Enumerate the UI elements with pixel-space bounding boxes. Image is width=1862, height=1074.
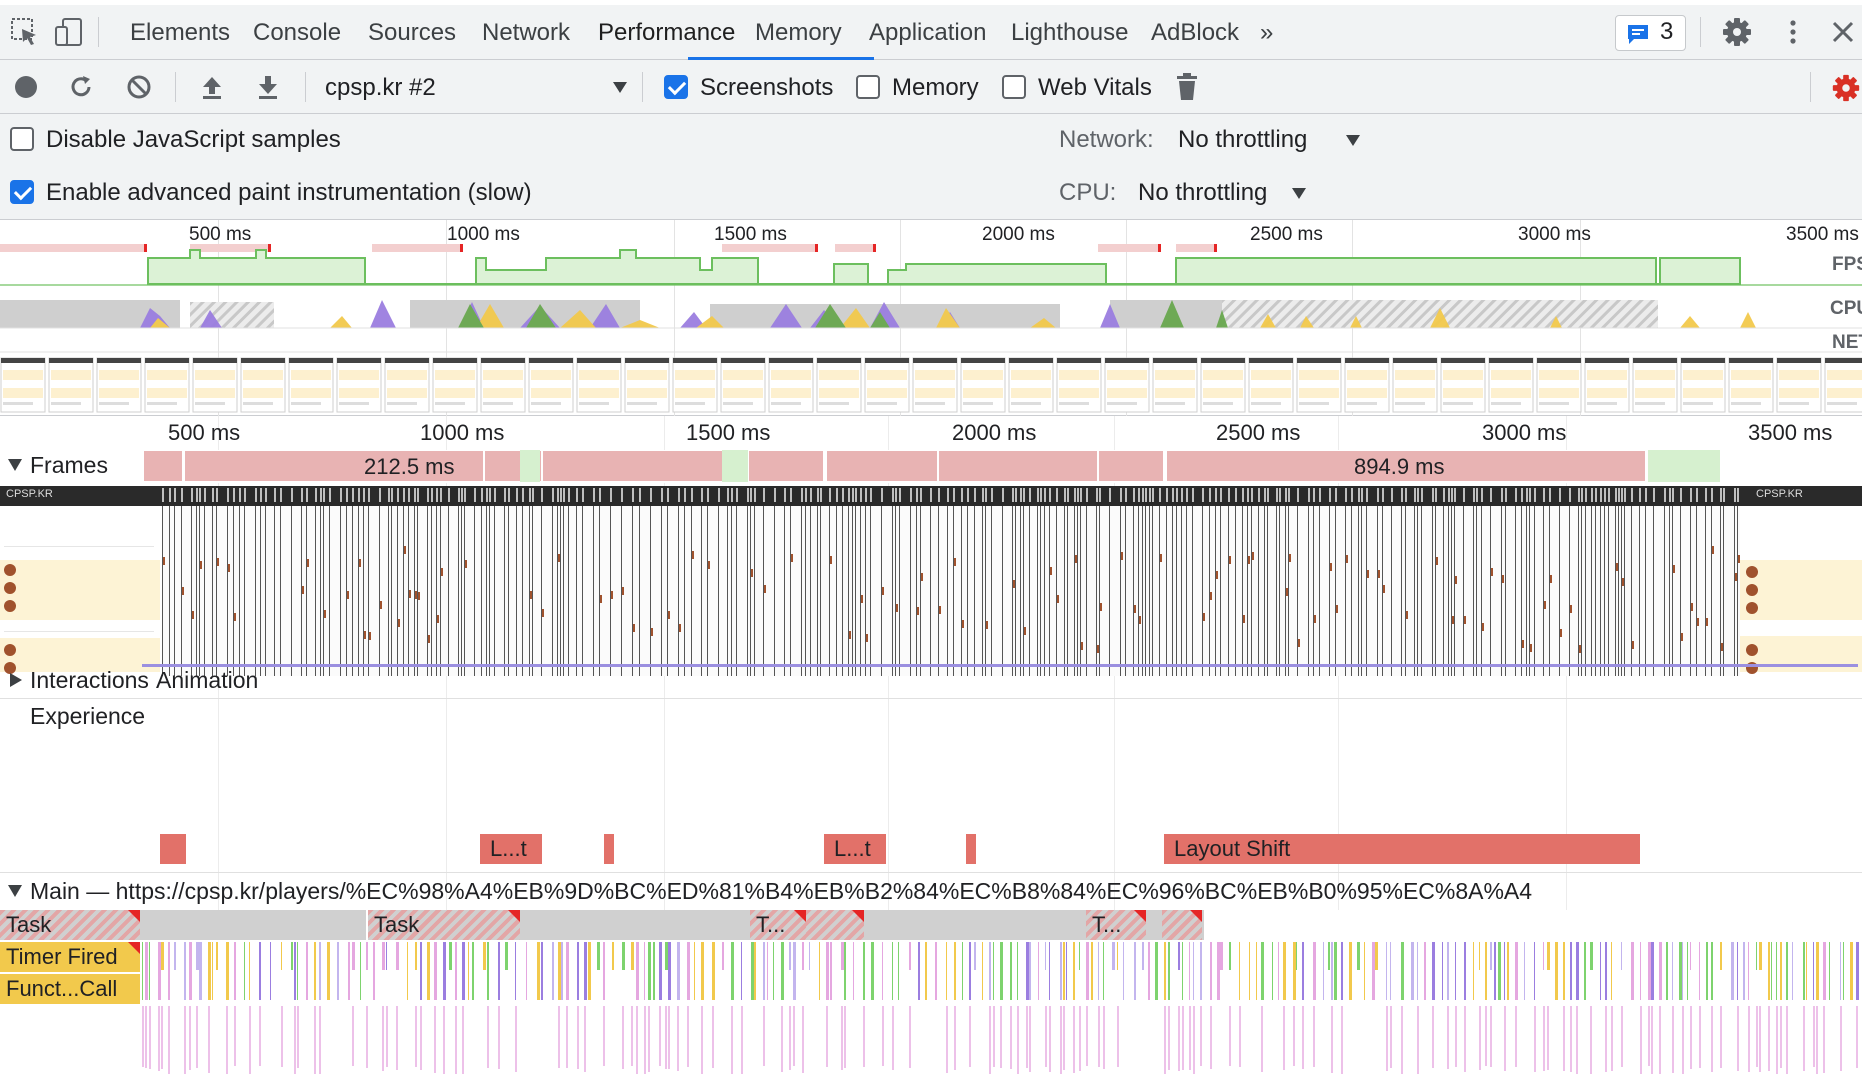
animation-track-label[interactable]: Animation — [156, 667, 259, 693]
main-flamechart[interactable] — [0, 910, 1862, 1074]
overview-tick: 1500 ms — [714, 224, 787, 245]
more-tabs-button[interactable]: » — [1260, 19, 1274, 46]
disable-js-samples-checkbox[interactable] — [10, 127, 34, 151]
performance-toolbar: cpsp.kr #2 Screenshots Memory Web Vitals — [0, 60, 1862, 114]
timeline-flamechart[interactable]: 500 ms 1000 ms 1500 ms 2000 ms 2500 ms 3… — [0, 416, 1862, 1074]
chat-icon — [1628, 25, 1648, 44]
overview-tick: 500 ms — [189, 224, 252, 245]
tab-application[interactable]: Application — [869, 19, 987, 46]
long-task-bar[interactable] — [1162, 910, 1202, 940]
overview-graphs — [0, 244, 1862, 413]
long-task-bar[interactable]: T... — [750, 910, 806, 940]
profile-select-arrow-icon[interactable] — [613, 82, 627, 93]
fps-track-label: FPS — [1832, 254, 1862, 275]
overview-tick: 2500 ms — [1250, 224, 1323, 245]
tab-console[interactable]: Console — [253, 19, 342, 46]
layout-shift-marker[interactable]: L...t — [480, 834, 542, 864]
long-task-bar[interactable]: Task — [368, 910, 520, 940]
capture-settings-gear-icon[interactable] — [1830, 72, 1862, 104]
timeline-tick: 3500 ms — [1748, 420, 1833, 445]
frame-screenshots — [0, 486, 1862, 676]
cpu-select-arrow-icon[interactable] — [1292, 188, 1306, 199]
reload-record-icon[interactable] — [67, 73, 95, 101]
timer-fired-event[interactable]: Timer Fired — [0, 942, 140, 972]
timeline-overview[interactable]: 500 ms 1000 ms 1500 ms 2000 ms 2500 ms 3… — [0, 220, 1862, 416]
interactions-track-label[interactable]: Interactions — [30, 667, 149, 693]
timeline-tick: 1500 ms — [686, 420, 771, 445]
network-throttle-select[interactable]: No throttling — [1178, 126, 1308, 153]
timeline-tick: 1000 ms — [420, 420, 505, 445]
more-options-icon[interactable] — [1776, 15, 1810, 49]
tab-lighthouse[interactable]: Lighthouse — [1011, 19, 1129, 46]
load-profile-icon[interactable] — [198, 73, 226, 101]
advanced-paint-label: Enable advanced paint instrumentation (s… — [46, 179, 532, 206]
long-task-bar[interactable] — [806, 910, 864, 940]
timeline-tick: 3000 ms — [1482, 420, 1567, 445]
cpu-throttle-select[interactable]: No throttling — [1138, 179, 1268, 206]
timeline-tick: 2000 ms — [952, 420, 1037, 445]
tab-adblock[interactable]: AdBlock — [1151, 19, 1240, 46]
screenshots-checkbox[interactable] — [664, 75, 688, 99]
cpu-track-label: CPU — [1830, 298, 1862, 319]
timeline-tick: 2500 ms — [1216, 420, 1301, 445]
memory-label: Memory — [892, 74, 979, 101]
issues-count: 3 — [1660, 18, 1674, 45]
network-select-arrow-icon[interactable] — [1346, 135, 1360, 146]
screenshot-site-title: CPSP.KR — [6, 488, 53, 500]
layout-shift-marker[interactable] — [966, 834, 976, 864]
devtools-tab-bar: Elements Console Sources Network Perform… — [0, 0, 1862, 60]
frames-collapse-icon[interactable] — [8, 459, 22, 471]
layout-shift-marker[interactable]: Layout Shift — [1164, 834, 1640, 864]
clear-icon[interactable] — [125, 73, 153, 101]
frames-track-label[interactable]: Frames — [30, 452, 108, 478]
web-vitals-checkbox[interactable] — [1002, 75, 1026, 99]
layout-shift-marker[interactable] — [160, 834, 186, 864]
overview-tick: 2000 ms — [982, 224, 1055, 245]
inspect-element-icon[interactable] — [8, 15, 42, 49]
tab-performance[interactable]: Performance — [598, 19, 736, 46]
long-task-bar[interactable]: T... — [1086, 910, 1146, 940]
device-toolbar-icon[interactable] — [52, 15, 86, 49]
network-throttle-label: Network: — [1059, 126, 1154, 153]
tab-sources[interactable]: Sources — [368, 19, 457, 46]
frame-duration-label: 212.5 ms — [364, 454, 455, 479]
memory-checkbox[interactable] — [856, 75, 880, 99]
overview-tick: 1000 ms — [447, 224, 520, 245]
screenshot-site-title: CPSP.KR — [1756, 488, 1803, 500]
overview-tick: 3000 ms — [1518, 224, 1591, 245]
function-call-event[interactable]: Funct...Call — [0, 974, 140, 1004]
close-devtools-icon[interactable] — [1826, 15, 1860, 49]
frame-duration-label: 894.9 ms — [1354, 454, 1445, 479]
layout-shift-marker[interactable] — [604, 834, 614, 864]
main-thread-label[interactable]: Main — https://cpsp.kr/players/%EC%98%A4… — [30, 878, 1533, 904]
net-track-label: NET — [1832, 332, 1862, 353]
active-tab-indicator — [688, 57, 874, 60]
frames-bars[interactable] — [0, 450, 1862, 484]
interactions-expand-icon[interactable] — [10, 673, 22, 687]
layout-shift-marker[interactable]: L...t — [824, 834, 886, 864]
tab-memory[interactable]: Memory — [755, 19, 842, 46]
screenshots-label: Screenshots — [700, 74, 834, 101]
selection-range-bar — [142, 664, 1858, 667]
profile-select[interactable]: cpsp.kr #2 — [325, 74, 436, 101]
experience-track-label[interactable]: Experience — [30, 703, 146, 729]
advanced-paint-checkbox[interactable] — [10, 180, 34, 204]
disable-js-samples-label: Disable JavaScript samples — [46, 126, 341, 153]
tab-network[interactable]: Network — [482, 19, 571, 46]
long-task-bar[interactable]: Task — [0, 910, 140, 940]
save-profile-icon[interactable] — [254, 73, 282, 101]
tab-elements[interactable]: Elements — [130, 19, 231, 46]
capture-settings-pane: Disable JavaScript samples Enable advanc… — [0, 114, 1862, 220]
timeline-tick: 500 ms — [168, 420, 241, 445]
overview-tick: 3500 ms — [1786, 224, 1859, 245]
web-vitals-label: Web Vitals — [1038, 74, 1152, 101]
cpu-throttle-label: CPU: — [1059, 179, 1117, 206]
record-icon[interactable] — [12, 73, 40, 101]
issues-badge[interactable]: 3 — [1615, 15, 1686, 51]
main-collapse-icon[interactable] — [8, 885, 22, 897]
settings-gear-icon[interactable] — [1720, 15, 1754, 49]
trash-icon[interactable] — [1174, 72, 1200, 102]
